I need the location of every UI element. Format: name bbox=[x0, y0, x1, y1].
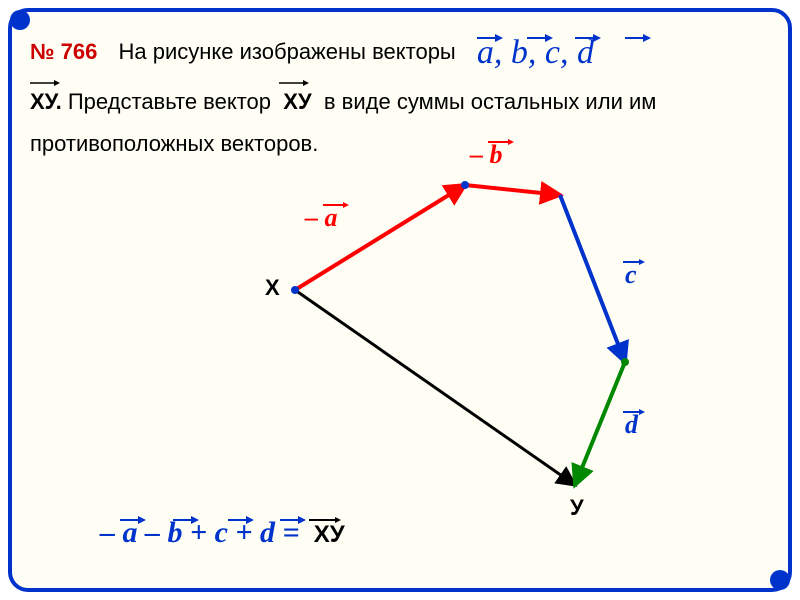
label-minus-a: – a bbox=[305, 203, 338, 233]
corner-dot-top-left bbox=[10, 10, 30, 30]
problem-line-3: противоположных векторов. bbox=[30, 126, 770, 161]
equation: – a – b + c + d = ХУ bbox=[100, 516, 345, 550]
problem-text-part1: На рисунке изображены векторы bbox=[118, 39, 455, 64]
problem-text-block: № 766 На рисунке изображены векторы a, b… bbox=[30, 22, 770, 161]
problem-number: № 766 bbox=[30, 39, 97, 64]
problem-text-1 bbox=[102, 39, 114, 64]
vector-list: a, b, c, d bbox=[477, 34, 594, 71]
label-c: c bbox=[625, 260, 637, 290]
problem-line-2: ХУ. Представьте вектор ХУ в виде суммы о… bbox=[30, 84, 770, 119]
problem-line-1: № 766 На рисунке изображены векторы a, b… bbox=[30, 22, 770, 76]
label-minus-b: – b bbox=[470, 140, 503, 170]
label-point-x: Х bbox=[265, 275, 280, 301]
label-d: d bbox=[625, 410, 638, 440]
corner-dot-bottom-right bbox=[770, 570, 790, 590]
label-point-y: У bbox=[570, 495, 584, 521]
